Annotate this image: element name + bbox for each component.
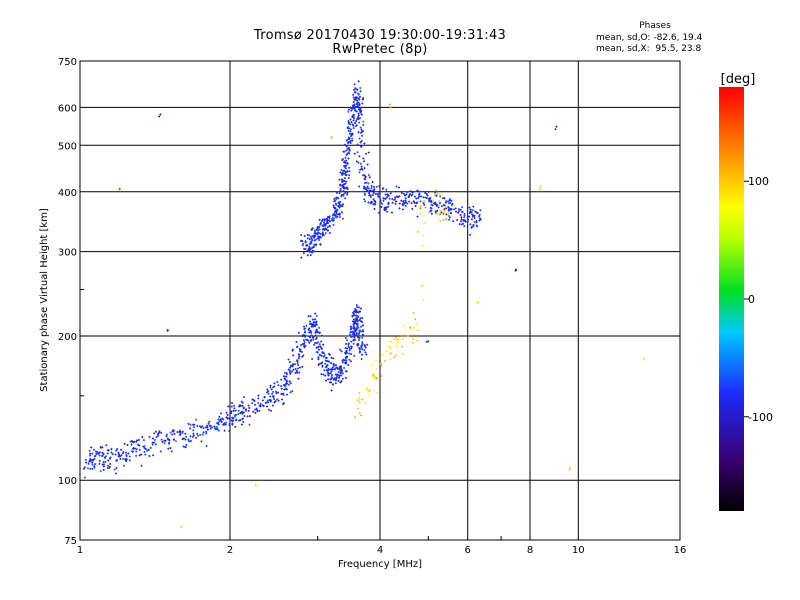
x-tick-label: 8 — [527, 545, 533, 556]
y-tick-label: 500 — [58, 141, 77, 152]
x-axis: 1 2 4 6 8 10 16 — [77, 536, 687, 556]
colorbar-tick-label: 100 — [748, 175, 769, 188]
chart-subtitle: RwPretec (8p) — [332, 42, 428, 57]
x-tick-label: 1 — [77, 545, 83, 556]
colorbar — [719, 87, 744, 511]
y-axis: 75 100 200 300 400 500 600 750 — [58, 57, 84, 547]
y-tick-label: 600 — [58, 103, 77, 114]
x-tick-label: 16 — [674, 545, 687, 556]
colorbar-ticks: 100 0 -100 — [744, 175, 773, 424]
colorbar-tick-label: 0 — [748, 293, 755, 306]
grid-lines — [80, 61, 680, 540]
y-tick-label: 750 — [58, 57, 77, 68]
colorbar-unit-label: [deg] — [721, 72, 756, 87]
x-axis-label: Frequency [MHz] — [338, 559, 422, 570]
y-tick-label: 100 — [58, 476, 77, 487]
x-tick-label: 6 — [465, 545, 471, 556]
x-tick-label: 10 — [572, 545, 585, 556]
plot-frame — [79, 60, 681, 541]
y-tick-label: 400 — [58, 188, 77, 199]
chart-title: Tromsø 20170430 19:30:00-19:31:43 — [253, 28, 507, 43]
phase-stats-x-mode: mean, sd,X: 95.5, 23.8 — [596, 44, 702, 54]
colorbar-tick-label: -100 — [748, 411, 773, 424]
phase-stats-heading: Phases — [639, 21, 671, 31]
y-tick-label: 300 — [58, 248, 77, 259]
x-tick-label: 4 — [377, 545, 383, 556]
y-tick-label: 200 — [58, 332, 77, 343]
y-axis-label: Stationary phase Virtual Height [km] — [39, 208, 50, 392]
x-tick-label: 2 — [227, 545, 233, 556]
y-tick-label: 75 — [64, 536, 77, 547]
phase-stats-o-mode: mean, sd,O: -82.6, 19.4 — [596, 33, 703, 43]
data-points — [82, 80, 646, 529]
